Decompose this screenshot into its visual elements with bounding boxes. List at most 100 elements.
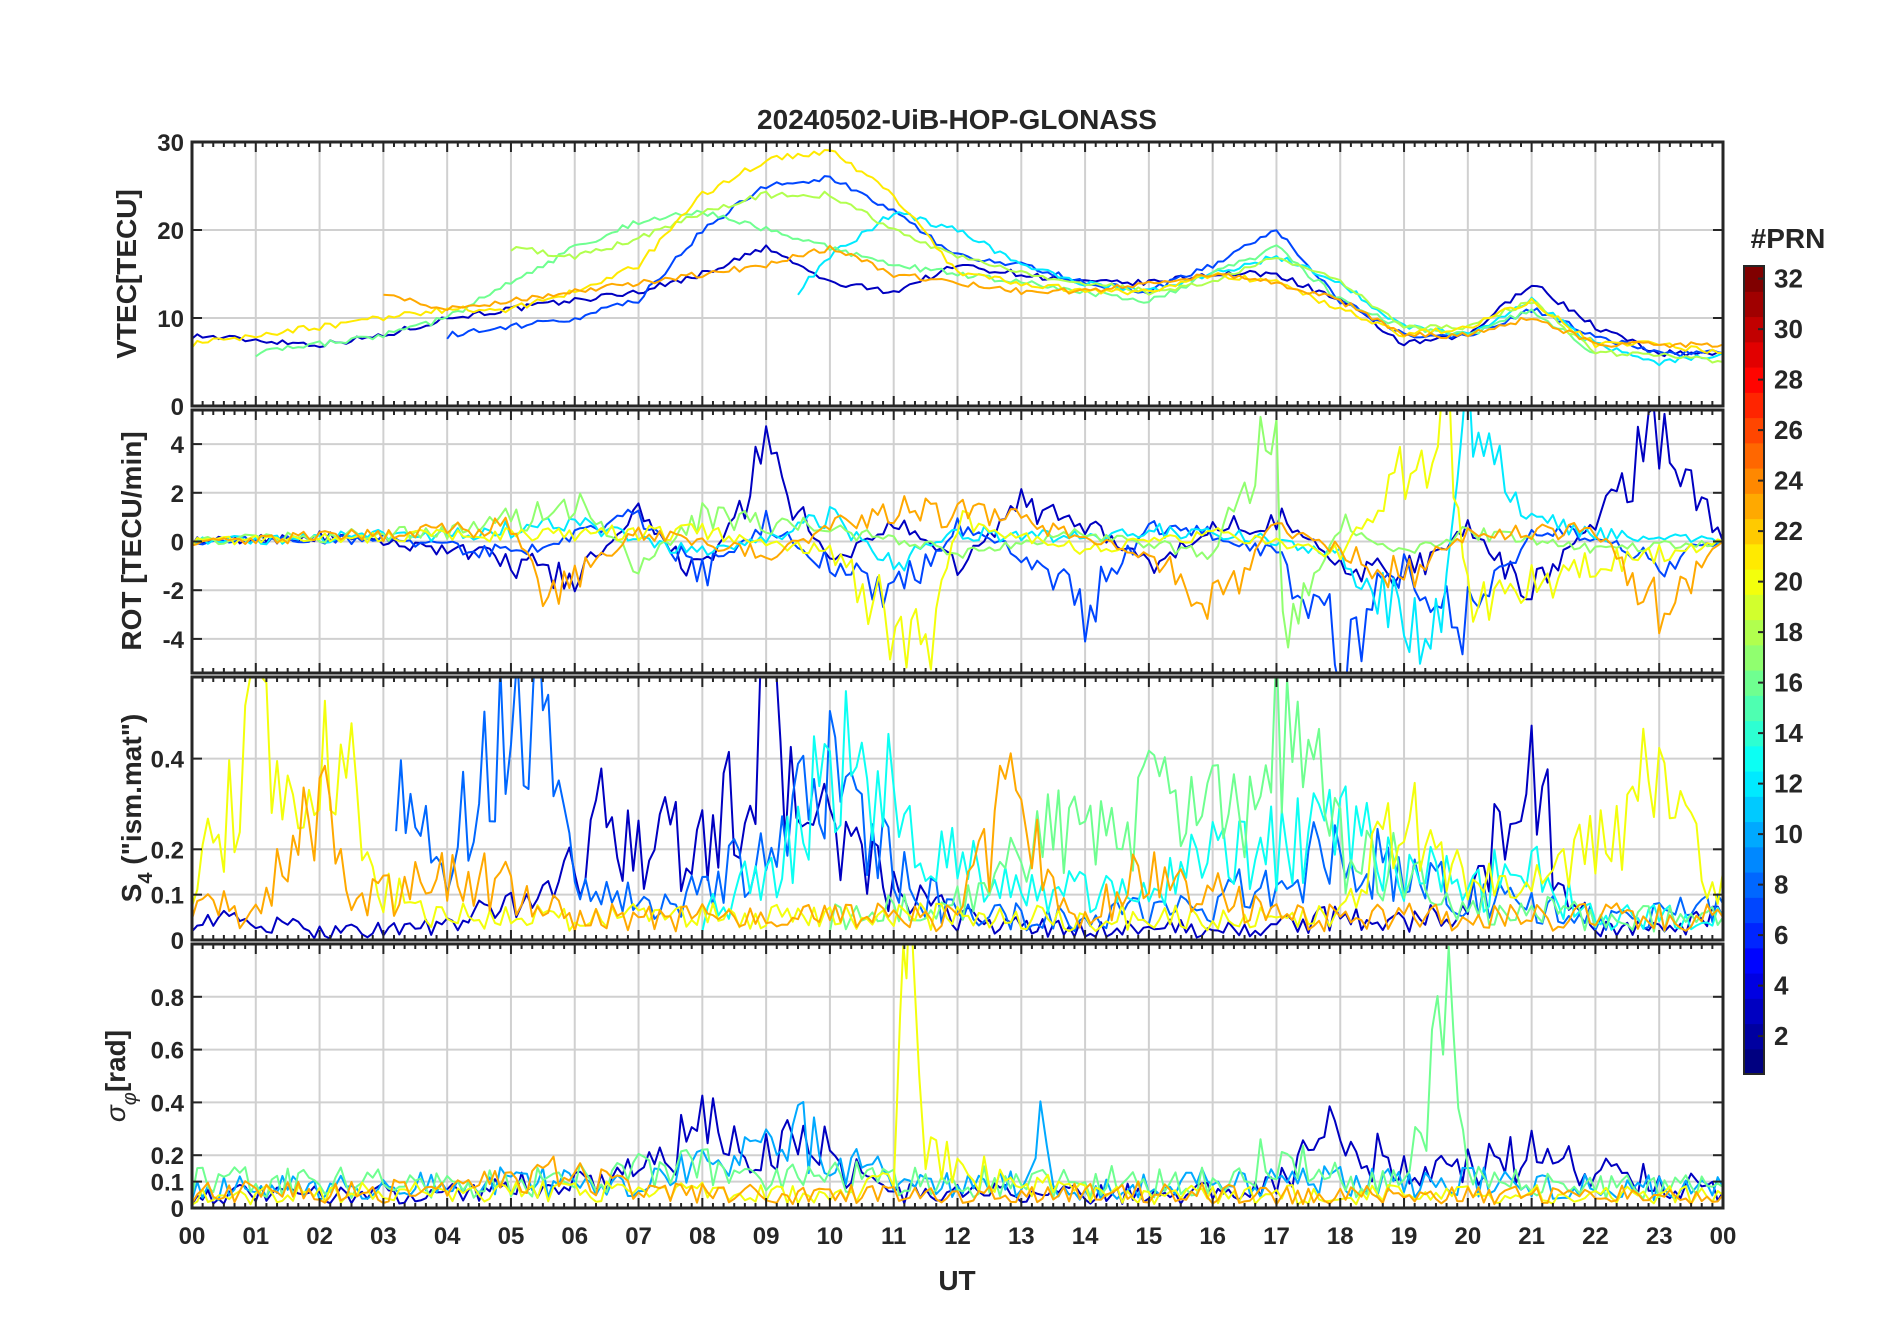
x-tick-label: 20 [1454,1223,1481,1250]
colorbar-tick-label: 4 [1774,971,1789,1001]
colorbar-segment [1744,392,1764,419]
y-tick-label: 20 [157,218,184,245]
colorbar-segment [1744,745,1764,772]
x-tick-label: 05 [498,1223,525,1250]
colorbar-label: #PRN [1751,223,1826,254]
colorbar-segment [1744,796,1764,823]
colorbar-tick-label: 30 [1774,314,1803,344]
colorbar-tick-label: 24 [1774,466,1803,496]
x-tick-label: 18 [1327,1223,1354,1250]
x-tick-label: 13 [1008,1223,1035,1250]
rot-series-prn-3 [192,410,1723,601]
y-tick-label: 0 [171,530,184,557]
colorbar-segment [1744,998,1764,1025]
y-tick-label: 30 [157,130,184,157]
colorbar-segment [1744,670,1764,696]
x-tick-label: 22 [1582,1223,1609,1250]
colorbar-tick-label: 6 [1774,920,1788,950]
s4-ylabel-sub: 4 [135,872,157,884]
colorbar-tick-label: 26 [1774,415,1803,445]
colorbar-tick-label: 10 [1774,819,1803,849]
x-tick-label: 01 [242,1223,269,1250]
s4-series-prn-16 [828,677,1723,933]
x-tick-label: 23 [1646,1223,1673,1250]
colorbar-tick-label: 16 [1774,668,1803,698]
colorbar-tick-label: 18 [1774,617,1803,647]
sigma-phi-panel: 00.10.2 0.4 0.6 0.8 [151,942,1725,1223]
vtec-panel: 0 10 20 30 [157,130,1725,421]
colorbar-segment [1744,897,1764,924]
y-tick-label: 0.4 [151,747,185,774]
y-tick-label: 0.6 [151,1038,184,1065]
y-tick-label: 10 [157,306,184,333]
y-tick-label: 0.1 [151,883,184,910]
y-tick-label: -2 [163,578,184,605]
y-tick-label: 0.4 [151,1090,185,1117]
colorbar-segment [1744,821,1764,848]
colorbar-tick-label: 28 [1774,365,1803,395]
x-tick-label: 03 [370,1223,397,1250]
y-tick-label: 4 [171,432,185,459]
rot-series-prn-23 [192,495,1723,635]
colorbar-segment [1744,619,1764,646]
colorbar-segment [1744,771,1764,797]
x-tick-labels: 00 01 02 03 04 05 06 07 08 09 10 11 12 13 14 15 16 17 18 19… [179,1223,1737,1250]
colorbar-frame [1743,265,1765,1075]
colorbar-segment [1744,291,1764,318]
y-tick-label: 0 [171,928,184,955]
y-tick-label: 2 [171,481,184,508]
colorbar-segment [1744,846,1764,873]
x-tick-label: 02 [306,1223,333,1250]
y-tick-label: 0.8 [151,985,184,1012]
colorbar-segment [1744,367,1764,393]
vtec-series-prn-7 [446,175,1723,358]
x-tick-label: 07 [625,1223,652,1250]
colorbar-segment [1744,442,1764,469]
sigma-phi-ylabel-sub: φ [119,1092,141,1105]
colorbar-tick-label: 32 [1774,264,1803,294]
x-tick-label: 16 [1199,1223,1226,1250]
colorbar-tick-label: 2 [1774,1021,1788,1051]
colorbar-segment [1744,1048,1764,1075]
x-tick-label: 14 [1072,1223,1099,1250]
x-tick-label: 11 [881,1223,906,1250]
x-tick-label: 15 [1136,1223,1163,1250]
vtec-series-prn-23 [383,244,1723,349]
colorbar-segment [1744,1023,1764,1050]
colorbar-tick-label: 14 [1774,718,1803,748]
x-tick-label: 09 [753,1223,780,1250]
vtec-series-prn-12 [797,211,1723,367]
vtec-ylabel: VTEC[TECU] [111,189,142,359]
colorbar-segment [1744,695,1764,722]
colorbar-tick-label: 12 [1774,769,1803,799]
x-tick-label: 19 [1391,1223,1418,1250]
colorbar-segment [1744,493,1764,520]
vtec-series-prn-16 [255,209,1596,358]
colorbar-segment [1744,518,1764,545]
rot-panel: -4 -2 0 2 4 [163,408,1725,675]
colorbar-segment [1744,266,1764,292]
x-tick-label: 21 [1518,1223,1545,1250]
s4-series-prn-13 [701,690,1723,932]
x-tick-label: 04 [434,1223,461,1250]
colorbar-segment [1744,720,1764,747]
s4-series-prn-23 [192,752,1723,933]
colorbar-segment [1744,417,1764,444]
s4-ylabel-rest: ("ism.mat") [116,714,147,873]
x-tick-label: 06 [561,1223,588,1250]
x-tick-label: 00 [1710,1223,1737,1250]
sigma-phi-ylabel-rest: [rad] [100,1030,131,1092]
rot-series-prn-7 [192,508,1723,673]
s4-series-prn-20 [192,677,1723,933]
s4-ylabel-main: S [116,884,147,903]
y-tick-label: -4 [163,627,185,654]
x-tick-label: 12 [944,1223,971,1250]
s4-panel: 0 0.1 0.2 0.4 [151,675,1725,955]
sigma-phi-ylabel: σφ[rad] [100,1030,141,1122]
colorbar-segment [1744,872,1764,898]
rot-ylabel: ROT [TECU/min] [116,431,147,650]
colorbar-segment [1744,569,1764,595]
colorbar-segment [1744,341,1764,368]
x-tick-label: 17 [1263,1223,1290,1250]
